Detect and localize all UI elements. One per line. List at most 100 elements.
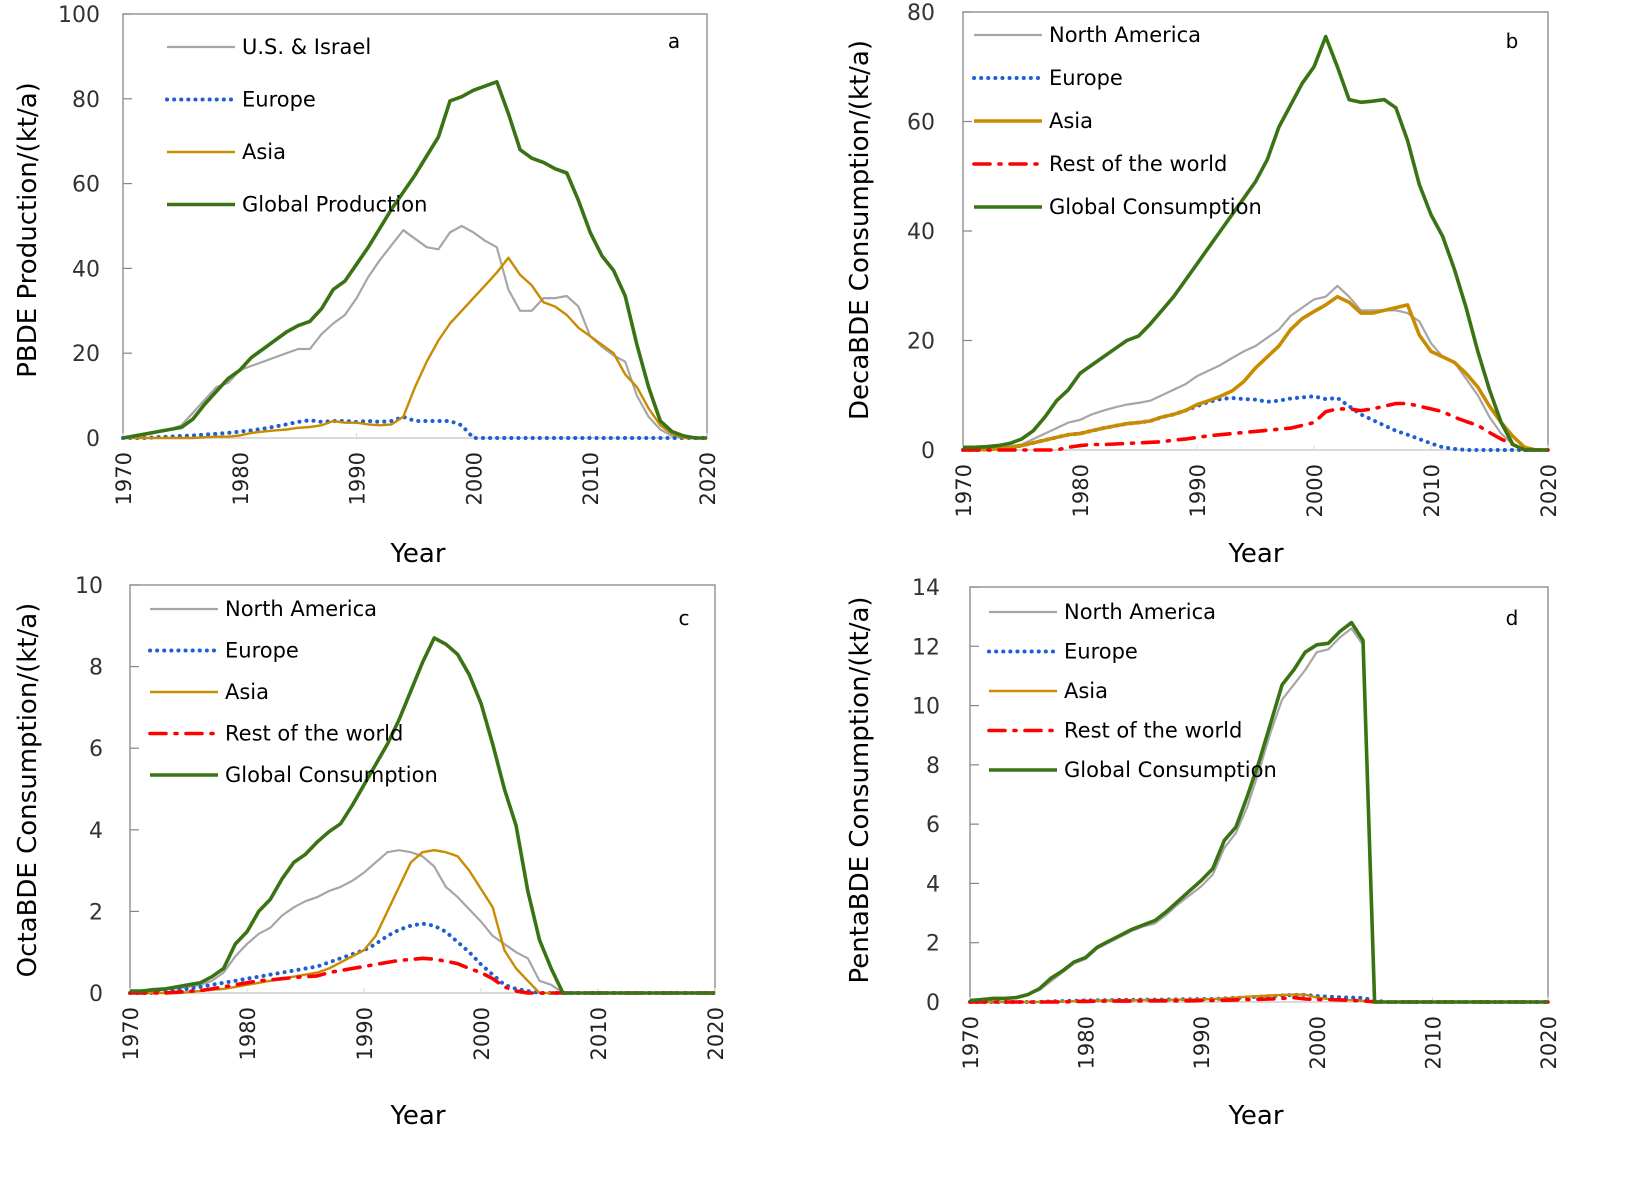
plot-area xyxy=(969,586,1549,1003)
y-axis-title: PBDE Production/(kt/a) xyxy=(13,82,43,378)
y-tick-label: 60 xyxy=(907,111,935,136)
legend-label: U.S. & Israel xyxy=(242,35,371,59)
x-axis-title: Year xyxy=(1227,539,1283,569)
x-tick-label: 2010 xyxy=(1421,1016,1445,1069)
x-tick-label: 2020 xyxy=(1537,1016,1561,1069)
legend-item: Global Production xyxy=(167,193,427,217)
y-tick-label: 100 xyxy=(58,3,100,28)
x-tick-label: 2020 xyxy=(696,452,720,505)
y-tick-label: 20 xyxy=(907,330,935,355)
y-tick-label: 80 xyxy=(907,1,935,26)
y-tick-label: 20 xyxy=(72,342,100,367)
x-tick-label: 1970 xyxy=(119,1007,143,1060)
legend-label: Global Consumption xyxy=(1049,195,1262,219)
legend-item: Global Consumption xyxy=(974,195,1262,219)
x-tick-label: 1980 xyxy=(229,452,253,505)
legend-label: North America xyxy=(1049,23,1201,47)
y-tick-label: 0 xyxy=(86,427,100,452)
y-tick-label: 8 xyxy=(89,656,103,681)
legend-item: Rest of the world xyxy=(987,719,1242,743)
x-tick-label: 2020 xyxy=(704,1007,728,1060)
legend-item: Rest of the world xyxy=(148,722,403,746)
legend-label: Global Consumption xyxy=(225,763,438,787)
y-tick-label: 14 xyxy=(912,576,940,601)
panel-c: OctaBDE Consumption/(kt/a) Year c 0 2 4 6 8 1… xyxy=(13,574,728,1131)
x-tick-label: 1990 xyxy=(346,452,370,505)
legend-label: North America xyxy=(225,597,377,621)
y-tick-label: 6 xyxy=(89,737,103,762)
x-tick-label: 1990 xyxy=(1190,1016,1214,1069)
legend-item: Asia xyxy=(167,140,286,164)
x-tick-label: 1990 xyxy=(1186,464,1210,517)
x-tick-label: 2020 xyxy=(1537,464,1561,517)
panel-letter: b xyxy=(1506,29,1519,53)
y-tick-label: 12 xyxy=(912,635,940,660)
x-tick-label: 2000 xyxy=(462,452,486,505)
x-tick-label: 1990 xyxy=(353,1007,377,1060)
legend-item: Rest of the world xyxy=(972,152,1227,176)
x-tick-label: 2010 xyxy=(587,1007,611,1060)
x-tick-label: 1970 xyxy=(112,452,136,505)
y-axis-title: OctaBDE Consumption/(kt/a) xyxy=(13,603,43,978)
legend-label: Asia xyxy=(1049,109,1093,133)
legend-label: Asia xyxy=(1064,679,1108,703)
x-axis-title: Year xyxy=(389,539,445,569)
legend-item: Asia xyxy=(150,680,269,704)
series-line-europe xyxy=(128,921,717,995)
x-tick-label: 1970 xyxy=(959,1016,983,1069)
legend-item: North America xyxy=(150,597,377,621)
legend-item: Europe xyxy=(148,639,299,663)
y-tick-label: 8 xyxy=(926,754,940,779)
legend-item: U.S. & Israel xyxy=(167,35,371,59)
x-tick-label: 2010 xyxy=(1420,464,1444,517)
x-tick-label: 1980 xyxy=(1075,1016,1099,1069)
x-tick-label: 1970 xyxy=(952,464,976,517)
y-tick-label: 60 xyxy=(72,173,100,198)
x-tick-label: 2000 xyxy=(470,1007,494,1060)
legend-item: Europe xyxy=(165,88,316,112)
y-tick-label: 10 xyxy=(75,574,103,599)
y-axis-title: PentaBDE Consumption/(kt/a) xyxy=(845,596,875,983)
legend-item: Europe xyxy=(987,640,1138,664)
series-line-rest-of-the-world xyxy=(128,956,717,995)
legend-label: Asia xyxy=(242,140,286,164)
y-tick-label: 0 xyxy=(921,439,935,464)
legend-item: North America xyxy=(974,23,1201,47)
legend-item: Global Consumption xyxy=(150,763,438,787)
x-axis-title: Year xyxy=(1227,1101,1283,1131)
panel-letter: d xyxy=(1506,606,1519,630)
legend-item: Global Consumption xyxy=(989,758,1277,782)
panel-a: PBDE Production/(kt/a) Year a 0 20 40 60 80 1… xyxy=(13,3,720,569)
legend-item: North America xyxy=(989,600,1216,624)
series-line-global-consumption xyxy=(969,620,1548,1004)
x-tick-label: 2000 xyxy=(1303,464,1327,517)
plot-area xyxy=(122,13,708,439)
y-tick-label: 2 xyxy=(926,932,940,957)
legend-item: Asia xyxy=(989,679,1108,703)
legend-label: Rest of the world xyxy=(1064,719,1242,743)
y-tick-label: 0 xyxy=(926,991,940,1016)
series-line-asia xyxy=(963,294,1548,452)
x-axis-title: Year xyxy=(389,1101,445,1131)
panel-letter: c xyxy=(679,606,690,630)
y-tick-label: 4 xyxy=(926,872,940,897)
y-tick-label: 4 xyxy=(89,819,103,844)
y-tick-label: 10 xyxy=(912,695,940,720)
legend-item: Asia xyxy=(974,109,1093,133)
series-line-rest-of-the-world xyxy=(961,401,1550,452)
series-line-global-production xyxy=(122,80,707,440)
y-tick-label: 2 xyxy=(89,900,103,925)
y-tick-label: 40 xyxy=(72,257,100,282)
legend-label: North America xyxy=(1064,600,1216,624)
legend-label: Asia xyxy=(225,680,269,704)
panel-letter: a xyxy=(668,29,680,53)
legend-label: Rest of the world xyxy=(225,722,403,746)
y-axis-title: DecaBDE Consumption/(kt/a) xyxy=(845,40,875,420)
panel-d: PentaBDE Consumption/(kt/a) Year d 0 2 4 6 8… xyxy=(845,576,1561,1131)
legend-item: Europe xyxy=(972,66,1123,90)
y-tick-label: 40 xyxy=(907,220,935,245)
legend-label: Europe xyxy=(225,639,299,663)
legend-label: Europe xyxy=(242,88,316,112)
legend-label: Europe xyxy=(1049,66,1123,90)
